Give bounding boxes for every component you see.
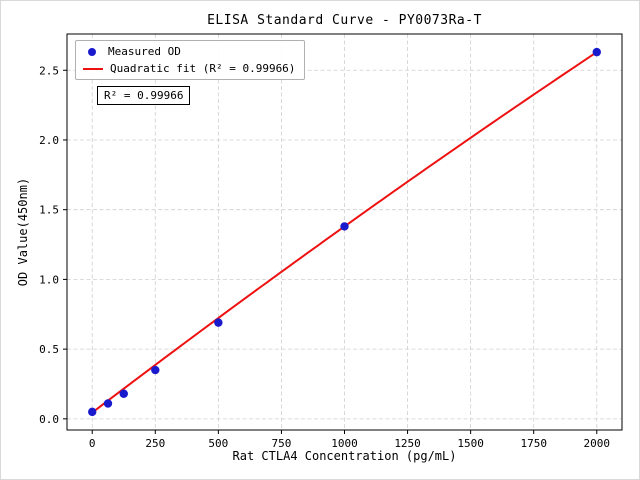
legend-item-quadratic-fit: Quadratic fit (R² = 0.99966) [83, 62, 295, 75]
chart-title: ELISA Standard Curve - PY0073Ra-T [207, 13, 482, 28]
y-axis-label: OD Value(450nm) [16, 177, 30, 287]
y-tick-label: 1.0 [39, 273, 59, 286]
data-point [151, 365, 160, 375]
legend-item-measured-od: Measured OD [83, 45, 295, 58]
measured-od-marker-icon [88, 47, 96, 56]
legend: Measured OD Quadratic fit (R² = 0.99966) [75, 40, 306, 80]
data-point [88, 407, 97, 417]
x-tick-label: 1250 [394, 437, 421, 450]
y-tick-label: 0.5 [39, 343, 59, 356]
x-tick-label: 1500 [457, 437, 484, 450]
y-tick-label: 1.5 [39, 204, 59, 217]
y-tick-label: 2.5 [39, 64, 59, 77]
x-axis-label: Rat CTLA4 Concentration (pg/mL) [232, 449, 457, 463]
data-point [340, 222, 349, 231]
data-point [119, 389, 128, 398]
r-squared-annotation: R² = 0.99966 [97, 86, 191, 105]
x-tick-label: 250 [145, 437, 165, 450]
data-point [103, 399, 113, 408]
x-tick-label: 500 [208, 437, 228, 450]
x-tick-label: 2000 [584, 437, 611, 450]
x-tick-label: 0 [89, 437, 96, 450]
legend-label: Measured OD [108, 45, 181, 58]
data-point [214, 318, 223, 327]
legend-label: Quadratic fit (R² = 0.99966) [110, 62, 296, 75]
quadratic-fit-marker-icon [83, 67, 103, 70]
data-point [592, 47, 601, 57]
y-tick-label: 0.0 [39, 413, 59, 426]
x-tick-label: 750 [271, 437, 291, 450]
x-tick-label: 1000 [331, 437, 358, 450]
plot-border [66, 33, 623, 431]
x-tick-label: 1750 [520, 437, 547, 450]
y-tick-label: 2.0 [39, 134, 59, 147]
